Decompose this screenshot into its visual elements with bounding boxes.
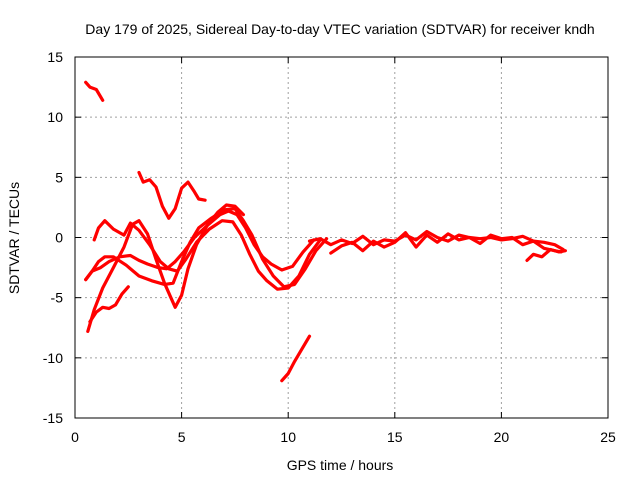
x-tick-label: 25 bbox=[600, 429, 616, 445]
series-sat-j bbox=[329, 231, 563, 255]
data-series bbox=[84, 80, 568, 383]
y-tick-label: 10 bbox=[47, 109, 63, 125]
series-sat-h bbox=[280, 334, 312, 383]
y-tick-label: -5 bbox=[51, 290, 64, 306]
chart-title: Day 179 of 2025, Sidereal Day-to-day VTE… bbox=[85, 21, 594, 37]
series-sat-g bbox=[137, 170, 207, 220]
axis-ticks: 0 5 10 15 20 25 -15 -10 -5 0 5 10 15 bbox=[43, 49, 616, 445]
y-tick-label: -15 bbox=[43, 410, 63, 426]
x-axis-label: GPS time / hours bbox=[287, 457, 394, 473]
series-sat-e bbox=[86, 203, 245, 333]
series-sat-b bbox=[84, 209, 316, 282]
series-sat-c bbox=[84, 207, 329, 289]
x-tick-label: 5 bbox=[178, 429, 186, 445]
x-tick-label: 15 bbox=[387, 429, 403, 445]
x-tick-label: 20 bbox=[494, 429, 510, 445]
x-tick-label: 10 bbox=[280, 429, 296, 445]
x-tick-label: 0 bbox=[71, 429, 79, 445]
y-axis-label: SDTVAR / TECUs bbox=[6, 182, 22, 294]
y-tick-label: 15 bbox=[47, 49, 63, 65]
grid-lines bbox=[75, 57, 608, 418]
y-tick-label: -10 bbox=[43, 350, 63, 366]
series-sat-k bbox=[525, 247, 568, 262]
series-sat-a bbox=[84, 80, 105, 102]
y-tick-label: 5 bbox=[55, 169, 63, 185]
series-sat-f bbox=[88, 285, 130, 324]
y-tick-label: 0 bbox=[55, 230, 63, 246]
